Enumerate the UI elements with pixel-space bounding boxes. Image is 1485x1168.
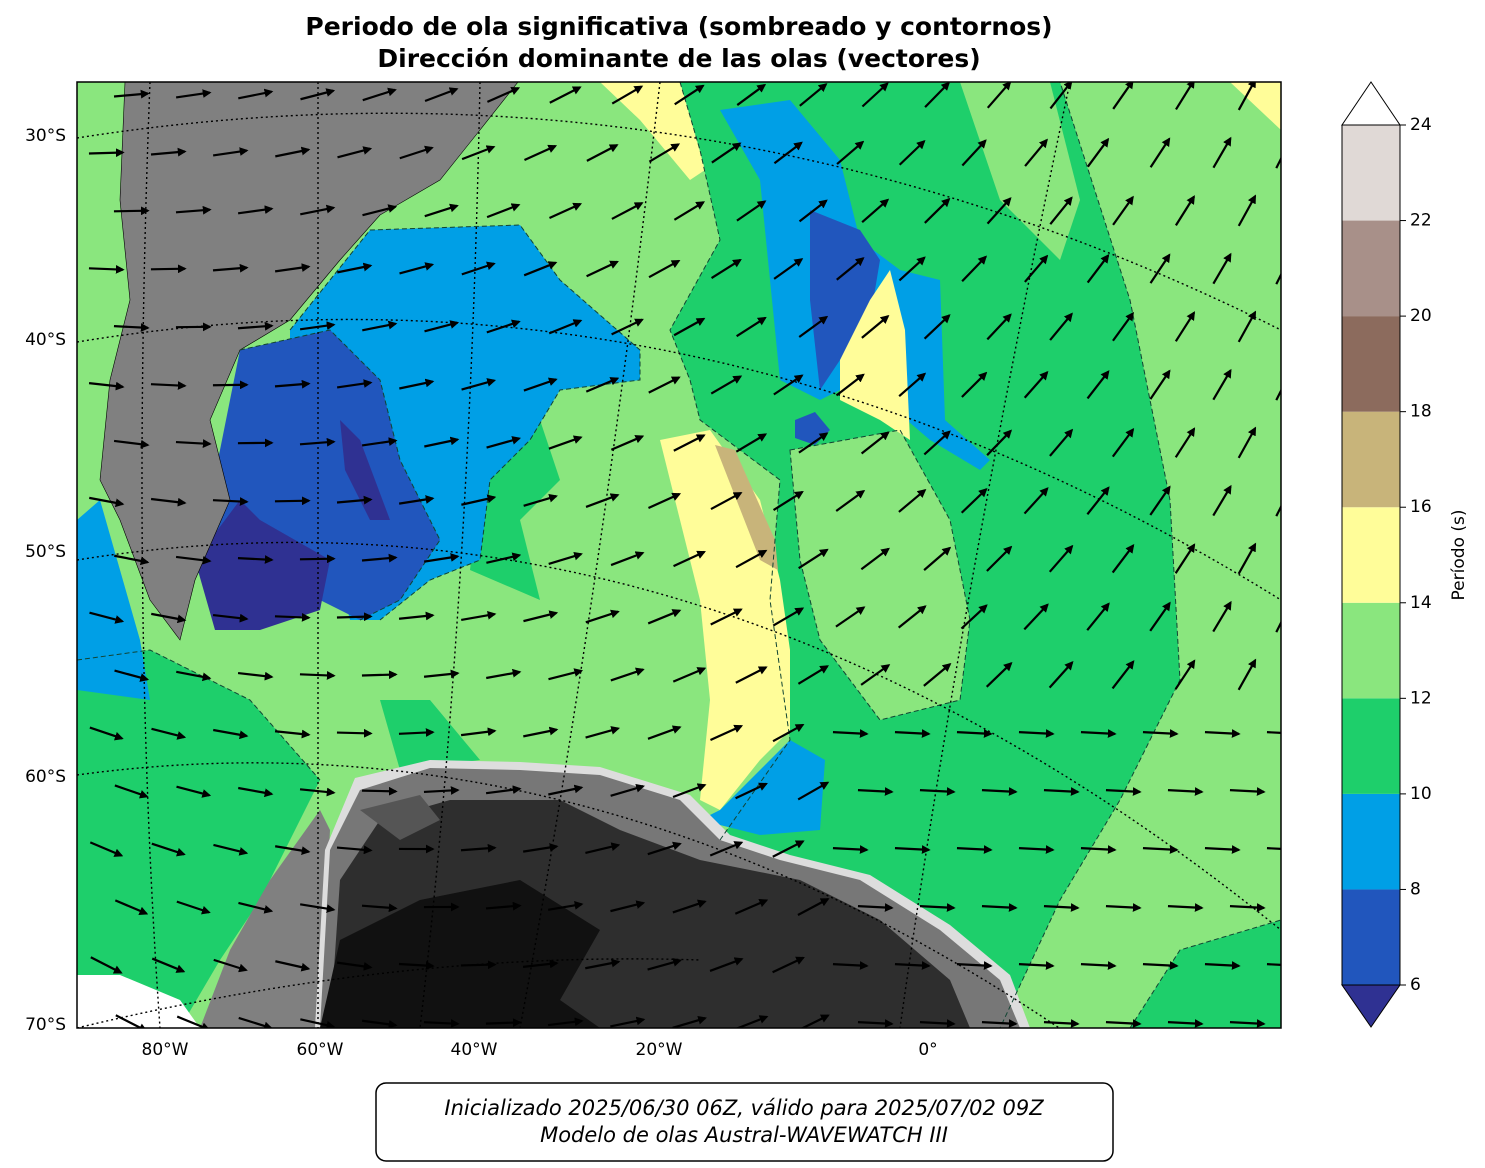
footer-box xyxy=(376,1083,1113,1161)
colorbar-bin xyxy=(1342,221,1400,317)
colorbar-tick-label: 10 xyxy=(1410,784,1432,804)
footer-text: Modelo de olas Austral-WAVEWATCH III xyxy=(540,1123,948,1147)
colorbar-tick-label: 16 xyxy=(1410,497,1432,517)
colorbar-tick-label: 14 xyxy=(1410,593,1432,613)
colorbar-bin xyxy=(1342,125,1400,221)
lon-label: 80°W xyxy=(142,1040,189,1060)
wave-vector xyxy=(89,152,123,153)
colorbar-bin xyxy=(1342,794,1400,890)
wave-vector xyxy=(300,559,334,560)
wave-vector xyxy=(213,385,247,386)
wave-vector xyxy=(1302,544,1316,575)
colorbar-bin xyxy=(1342,507,1400,603)
lat-label: 60°S xyxy=(25,767,66,787)
wave-vector xyxy=(275,616,309,617)
wave-vector xyxy=(1302,312,1317,343)
colorbar-label: Período (s) xyxy=(1449,510,1469,601)
wave-vector xyxy=(1292,1022,1326,1024)
footer-text: Inicializado 2025/06/30 06Z, válido para… xyxy=(444,1096,1044,1120)
colorbar-bin xyxy=(1342,603,1400,699)
colorbar-tick-label: 6 xyxy=(1410,975,1421,995)
wave-vector xyxy=(1302,80,1317,111)
lat-label: 30°S xyxy=(25,126,66,146)
wave-vector xyxy=(362,674,396,675)
wave-vector xyxy=(461,965,495,966)
wave-vector xyxy=(275,501,309,502)
wave-vector xyxy=(337,616,371,617)
lon-label: 20°W xyxy=(636,1040,683,1060)
colorbar-tick-label: 20 xyxy=(1410,306,1432,326)
lon-label: 0° xyxy=(918,1040,937,1060)
wave-vector xyxy=(1302,196,1317,227)
colorbar-bin xyxy=(1342,889,1400,985)
colorbar-tick-label: 8 xyxy=(1410,879,1421,899)
wave-vector xyxy=(151,269,185,270)
wave-vector xyxy=(89,268,123,269)
wave-vector xyxy=(337,733,371,734)
colorbar-bin xyxy=(1342,698,1400,794)
wave-vector xyxy=(114,211,148,212)
lat-label: 40°S xyxy=(25,330,66,350)
colorbar-over xyxy=(1342,82,1400,125)
title: Periodo de ola significativa (sombreado … xyxy=(305,12,1052,41)
wave-vector xyxy=(486,1022,520,1023)
lon-label: 60°W xyxy=(297,1040,344,1060)
wave-vector xyxy=(1302,428,1317,459)
wave-vector xyxy=(300,674,334,675)
lon-label: 40°W xyxy=(451,1040,498,1060)
colorbar: 6 8 10 12 14 16 18 20 22 24 Período (s) xyxy=(1342,82,1469,1027)
colorbar-under xyxy=(1342,985,1400,1027)
wave-vector xyxy=(1292,790,1326,792)
colorbar-tick-label: 24 xyxy=(1410,115,1432,135)
colorbar-tick-label: 18 xyxy=(1410,402,1432,422)
map xyxy=(77,80,1326,1164)
colorbar-bin xyxy=(1342,412,1400,508)
wave-vector xyxy=(1302,660,1316,691)
colorbar-tick-label: 22 xyxy=(1410,211,1432,231)
colorbar-tick-label: 12 xyxy=(1410,688,1432,708)
lat-label: 70°S xyxy=(25,1015,66,1035)
wave-vector xyxy=(1292,906,1326,908)
lat-label: 50°S xyxy=(25,542,66,562)
wave-vector xyxy=(362,791,396,792)
colorbar-bin xyxy=(1342,316,1400,412)
title: Dirección dominante de las olas (vectore… xyxy=(377,44,980,73)
